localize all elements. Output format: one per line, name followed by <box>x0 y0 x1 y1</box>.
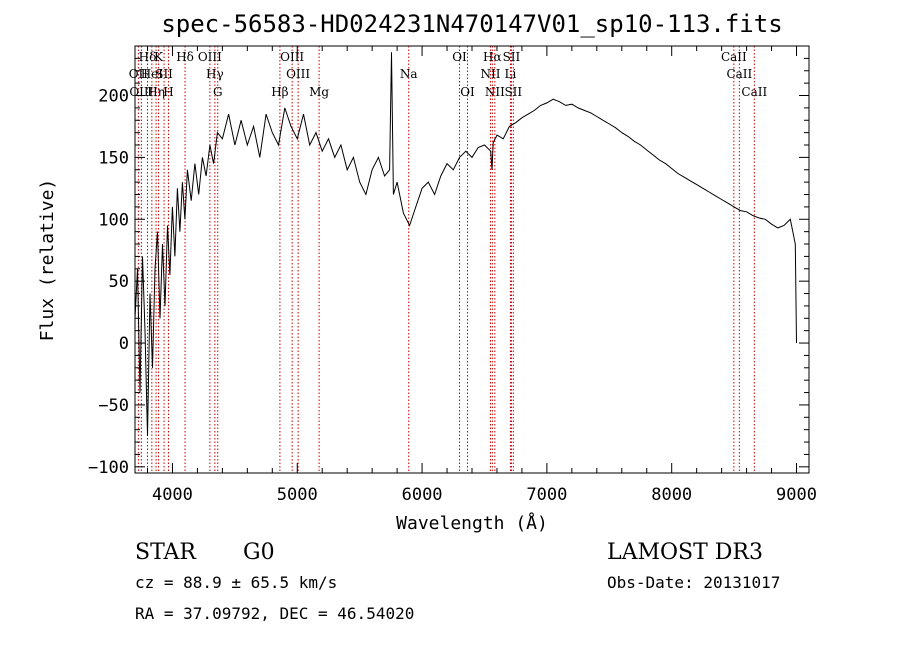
plot-frame <box>134 45 810 474</box>
line-label: OIII <box>198 50 222 64</box>
line-label: OIII <box>286 67 310 81</box>
line-label: K <box>154 50 164 64</box>
x-tick-label: 8000 <box>651 485 692 505</box>
line-label: Hδ <box>139 50 157 64</box>
line-label: Hη <box>147 85 165 99</box>
chart-title: spec-56583-HD024231N470147V01_sp10-113.f… <box>161 10 782 38</box>
x-tick-label: 7000 <box>526 485 567 505</box>
x-tick-label: 4000 <box>152 485 193 505</box>
line-label: Hα <box>483 50 502 64</box>
x-tick-label: 5000 <box>277 485 318 505</box>
spectral-line-markers <box>137 46 755 473</box>
line-label: OIII <box>280 50 304 64</box>
line-label: SII <box>503 50 521 64</box>
line-label: Hδ <box>176 50 194 64</box>
line-label: NII <box>480 67 500 81</box>
y-tick-label: 100 <box>98 210 129 230</box>
coordinates-readout: RA = 37.09792, DEC = 46.54020 <box>135 604 414 623</box>
y-axis-ticks: −100 −50 0 50 100 150 200 <box>88 57 809 478</box>
line-label: Na <box>400 67 418 81</box>
line-label: Hγ <box>206 67 224 81</box>
x-axis-ticks: 4000 5000 6000 7000 8000 9000 <box>146 46 817 505</box>
y-tick-label: −50 <box>98 396 129 416</box>
line-label: CaII <box>741 85 767 99</box>
line-label: CaII <box>726 67 752 81</box>
line-label: OII <box>129 67 149 81</box>
y-axis-label: Flux (relative) <box>37 179 58 342</box>
y-tick-label: −100 <box>88 458 129 478</box>
x-axis-label: Wavelength (Å) <box>396 512 548 534</box>
line-label: Mg <box>309 85 329 99</box>
obs-date-readout: Obs-Date: 20131017 <box>607 573 780 592</box>
y-tick-label: 200 <box>98 87 129 107</box>
y-tick-label: 150 <box>98 148 129 168</box>
line-label: Hβ <box>271 85 288 99</box>
y-tick-label: 0 <box>119 334 129 354</box>
class-label: STAR <box>135 540 197 565</box>
line-label: HeI <box>141 67 164 81</box>
x-tick-label: 9000 <box>776 485 817 505</box>
line-label: G <box>213 85 223 99</box>
redshift-readout: cz = 88.9 ± 65.5 km/s <box>135 573 337 592</box>
line-label: OI <box>460 85 475 99</box>
subclass-label: G0 <box>243 540 275 565</box>
survey-label: LAMOST DR3 <box>607 540 763 565</box>
line-label: H <box>163 85 173 99</box>
line-label: CaII <box>721 50 747 64</box>
line-label: SII <box>504 85 522 99</box>
x-tick-label: 6000 <box>402 485 443 505</box>
line-label: OI <box>452 50 467 64</box>
spectrum-line <box>134 52 797 436</box>
y-tick-label: 50 <box>109 272 129 292</box>
line-label: Li <box>505 67 517 81</box>
line-label: SII <box>155 67 173 81</box>
line-label: NII <box>485 85 505 99</box>
